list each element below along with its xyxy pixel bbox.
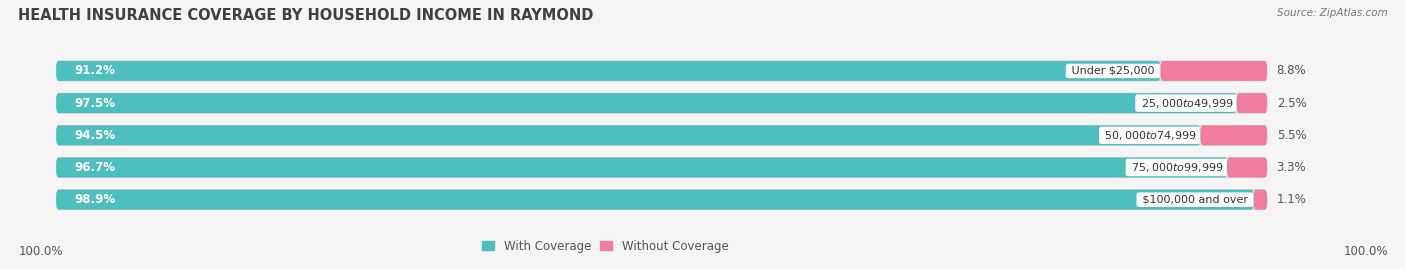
FancyBboxPatch shape [1201,125,1267,145]
Text: $25,000 to $49,999: $25,000 to $49,999 [1137,97,1234,110]
FancyBboxPatch shape [56,125,1201,145]
FancyBboxPatch shape [56,158,1267,178]
Text: Source: ZipAtlas.com: Source: ZipAtlas.com [1277,8,1388,18]
Text: 96.7%: 96.7% [75,161,115,174]
Text: 3.3%: 3.3% [1277,161,1306,174]
FancyBboxPatch shape [1160,61,1267,81]
Text: 100.0%: 100.0% [18,245,63,258]
Text: HEALTH INSURANCE COVERAGE BY HOUSEHOLD INCOME IN RAYMOND: HEALTH INSURANCE COVERAGE BY HOUSEHOLD I… [18,8,593,23]
FancyBboxPatch shape [56,190,1267,210]
FancyBboxPatch shape [1254,190,1267,210]
FancyBboxPatch shape [56,93,1237,113]
FancyBboxPatch shape [56,125,1267,145]
FancyBboxPatch shape [56,158,1227,178]
Text: 98.9%: 98.9% [75,193,115,206]
Text: 1.1%: 1.1% [1277,193,1306,206]
Text: 2.5%: 2.5% [1277,97,1306,110]
FancyBboxPatch shape [56,61,1160,81]
Text: 97.5%: 97.5% [75,97,115,110]
Legend: With Coverage, Without Coverage: With Coverage, Without Coverage [482,240,728,253]
FancyBboxPatch shape [1237,93,1267,113]
FancyBboxPatch shape [56,93,1267,113]
Text: $100,000 and over: $100,000 and over [1139,195,1251,205]
FancyBboxPatch shape [56,190,1254,210]
Text: Under $25,000: Under $25,000 [1069,66,1159,76]
Text: 5.5%: 5.5% [1277,129,1306,142]
Text: 100.0%: 100.0% [1343,245,1388,258]
Text: 8.8%: 8.8% [1277,65,1306,77]
FancyBboxPatch shape [56,61,1267,81]
Text: 91.2%: 91.2% [75,65,115,77]
Text: 94.5%: 94.5% [75,129,115,142]
Text: $50,000 to $74,999: $50,000 to $74,999 [1101,129,1198,142]
FancyBboxPatch shape [1227,158,1267,178]
Text: $75,000 to $99,999: $75,000 to $99,999 [1128,161,1225,174]
